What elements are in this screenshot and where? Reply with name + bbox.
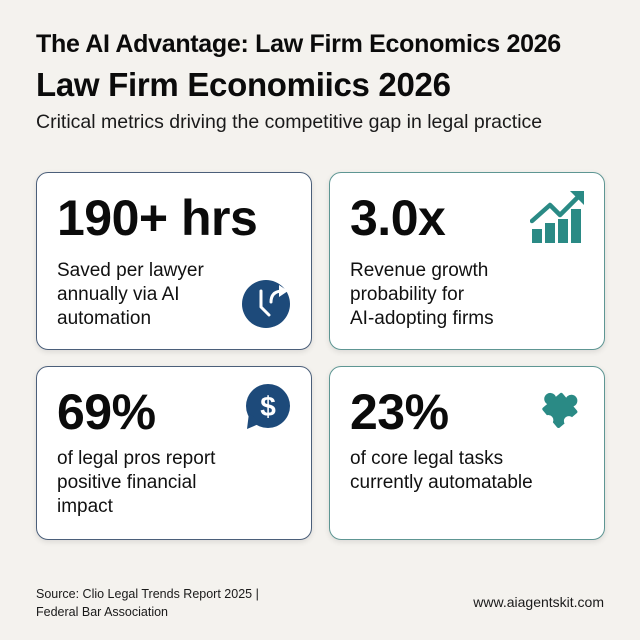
stat-card-hours-saved: 190+ hrs Saved per lawyer annually via A… <box>36 172 312 350</box>
stat-value: 190+ hrs <box>57 190 258 246</box>
stat-card-automatable-tasks: 23% of core legal tasks currently automa… <box>329 366 605 540</box>
puzzle-piece-icon <box>542 392 578 428</box>
stat-value: 69% <box>57 384 156 440</box>
website-link[interactable]: www.aiagentskit.com <box>473 594 604 610</box>
stat-card-financial-impact: 69% of legal pros report positive financ… <box>36 366 312 540</box>
stat-description: of core legal tasks currently automatabl… <box>350 448 533 493</box>
stat-value: 3.0x <box>350 190 446 246</box>
stat-description: Revenue growth probability for AI-adopti… <box>350 260 494 329</box>
title-line-1: The AI Advantage: Law Firm Economics 202… <box>36 30 561 58</box>
subtitle: Critical metrics driving the competitive… <box>36 111 543 133</box>
dollar-chat-icon: $ <box>246 384 290 429</box>
clock-refresh-icon <box>242 280 290 328</box>
stat-value: 23% <box>350 384 449 440</box>
stat-description: of legal pros report positive financial … <box>57 448 216 517</box>
svg-text:$: $ <box>260 391 276 422</box>
stat-card-revenue-growth: 3.0x Revenue growth probability for AI-a… <box>329 172 605 350</box>
growth-chart-icon <box>530 191 584 243</box>
stat-description: Saved per lawyer annually via AI automat… <box>57 260 204 329</box>
source-citation: Source: Clio Legal Trends Report 2025 | … <box>36 587 259 619</box>
title-line-2: Law Firm Economiics 2026 <box>36 66 451 103</box>
